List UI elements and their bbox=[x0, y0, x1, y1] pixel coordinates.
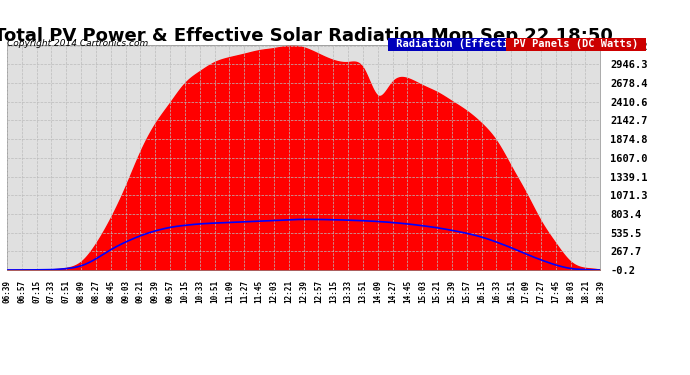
Text: PV Panels (DC Watts): PV Panels (DC Watts) bbox=[507, 39, 644, 50]
Text: Copyright 2014 Cartronics.com: Copyright 2014 Cartronics.com bbox=[7, 39, 148, 48]
Text: Radiation (Effective w/m2): Radiation (Effective w/m2) bbox=[390, 39, 565, 50]
Title: Total PV Power & Effective Solar Radiation Mon Sep 22 18:50: Total PV Power & Effective Solar Radiati… bbox=[0, 27, 613, 45]
